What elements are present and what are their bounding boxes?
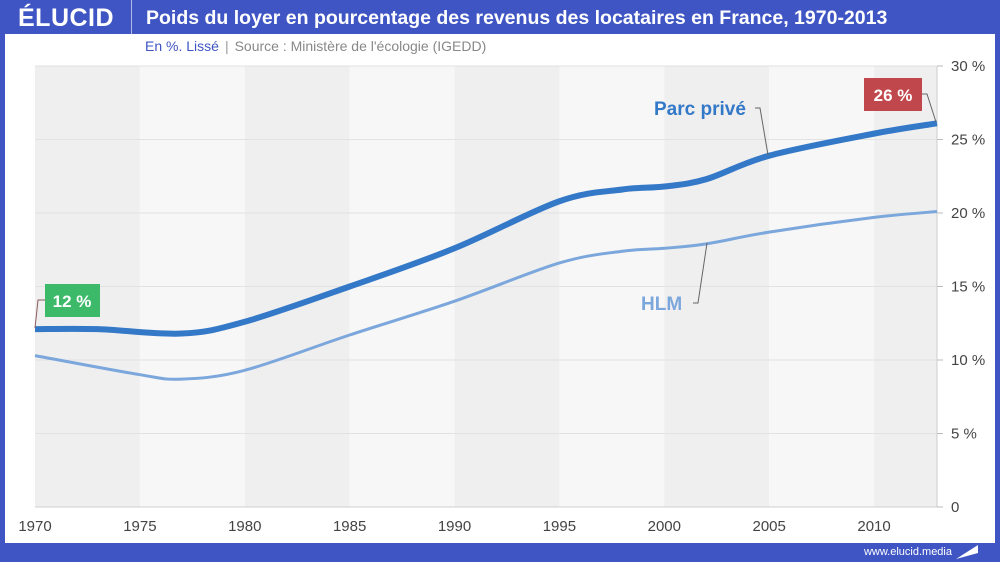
series-lines [34, 120, 938, 381]
x-tick-label: 1995 [543, 518, 576, 535]
annotation-label-end: 26 % [874, 86, 913, 105]
leader-line [922, 93, 937, 123]
y-tick-label: 15 % [951, 279, 985, 296]
gridlines [35, 65, 937, 508]
chart-title: Poids du loyer en pourcentage des revenu… [146, 7, 888, 29]
x-tick-label: 2010 [857, 518, 890, 535]
logo: ÉLUCID [18, 4, 115, 32]
x-tick-label: 1975 [123, 518, 156, 535]
y-tick-label: 0 [951, 499, 959, 516]
annotation-box-start [45, 284, 100, 317]
x-tick-label: 1985 [333, 518, 366, 535]
subtitle-source: Source : Ministère de l'écologie (IGEDD) [234, 38, 487, 54]
annotation-label-start: 12 % [53, 292, 92, 311]
y-tick-label: 20 % [951, 205, 985, 222]
annotation-box-end [864, 78, 922, 111]
x-tick-label: 2005 [752, 518, 785, 535]
leader-line [34, 299, 45, 329]
subtitle: En %. Lissé | Source : Ministère de l'écol… [145, 38, 486, 54]
x-tick-label: 2000 [648, 518, 681, 535]
footer-url[interactable]: www.elucid.media [863, 546, 952, 558]
x-tick-label: 1980 [228, 518, 261, 535]
series-line-hlm [34, 210, 938, 381]
subtitle-unit: En %. Lissé [145, 38, 219, 54]
series-label-hlm: HLM [641, 294, 682, 315]
y-tick-label: 25 % [951, 132, 985, 149]
subtitle-separator: | [224, 38, 229, 54]
y-tick-label: 5 % [951, 426, 977, 443]
header-bar: ÉLUCID Poids du loyer en pourcentage des… [0, 0, 1000, 37]
y-tick-label: 10 % [951, 352, 985, 369]
elucid-arrow-icon [956, 545, 978, 559]
series-label-parc-prive: Parc privé [654, 99, 746, 120]
leader-line [755, 107, 769, 156]
series-labels: Parc privé HLM [641, 99, 769, 315]
y-tick-label: 30 % [951, 58, 985, 75]
annotations: 12 % 26 % [34, 78, 937, 329]
series-line-parc-prive [34, 120, 938, 337]
axes: 0 5 % 10 % 15 % 20 % 25 % 30 % 1970 1975 1980 1985… [18, 58, 985, 535]
logo-divider [131, 0, 132, 37]
x-tick-label: 1990 [438, 518, 471, 535]
x-tick-label: 1970 [18, 518, 51, 535]
leader-line [693, 242, 708, 304]
